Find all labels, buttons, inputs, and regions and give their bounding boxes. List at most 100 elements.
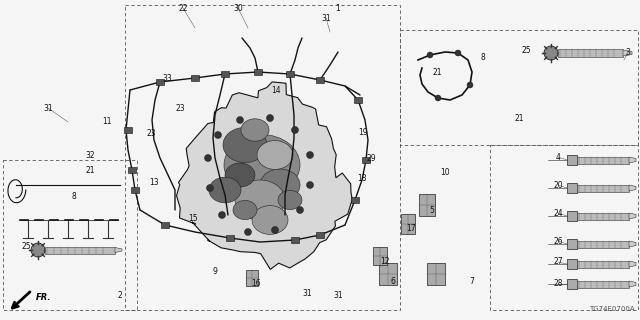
Ellipse shape bbox=[225, 163, 255, 187]
Bar bbox=[124, 127, 132, 133]
Circle shape bbox=[307, 181, 314, 188]
Circle shape bbox=[218, 212, 225, 219]
Text: 31: 31 bbox=[333, 291, 343, 300]
Bar bbox=[567, 211, 577, 221]
Circle shape bbox=[244, 228, 252, 236]
Polygon shape bbox=[629, 157, 636, 163]
Bar bbox=[577, 281, 629, 287]
Circle shape bbox=[237, 116, 243, 124]
Ellipse shape bbox=[223, 127, 267, 163]
Text: 23: 23 bbox=[146, 129, 156, 138]
Text: 23: 23 bbox=[175, 103, 185, 113]
Ellipse shape bbox=[257, 140, 293, 169]
Text: 9: 9 bbox=[212, 268, 218, 276]
Text: 4: 4 bbox=[556, 153, 561, 162]
Ellipse shape bbox=[235, 180, 285, 220]
Text: 7: 7 bbox=[470, 276, 474, 285]
Text: 3: 3 bbox=[625, 47, 630, 57]
Ellipse shape bbox=[224, 135, 300, 196]
Text: 10: 10 bbox=[440, 167, 450, 177]
Bar bbox=[567, 155, 577, 165]
Polygon shape bbox=[623, 50, 632, 56]
Text: 29: 29 bbox=[366, 154, 376, 163]
Text: TG74E0700A: TG74E0700A bbox=[589, 306, 635, 312]
Circle shape bbox=[296, 206, 303, 213]
Bar bbox=[226, 235, 234, 241]
Bar bbox=[316, 232, 324, 238]
Bar bbox=[254, 69, 262, 75]
Polygon shape bbox=[115, 247, 122, 252]
Bar bbox=[419, 194, 435, 216]
Text: 16: 16 bbox=[251, 278, 261, 287]
Bar bbox=[362, 157, 370, 163]
Text: 31: 31 bbox=[321, 13, 331, 22]
Text: 11: 11 bbox=[102, 116, 112, 125]
Ellipse shape bbox=[233, 200, 257, 220]
Text: 27: 27 bbox=[553, 258, 563, 267]
Text: 30: 30 bbox=[233, 4, 243, 12]
Text: 15: 15 bbox=[188, 213, 198, 222]
Circle shape bbox=[544, 46, 558, 60]
Text: 8: 8 bbox=[72, 191, 76, 201]
Bar bbox=[373, 247, 387, 265]
Bar bbox=[577, 260, 629, 268]
Polygon shape bbox=[629, 241, 636, 247]
Circle shape bbox=[455, 50, 461, 56]
Text: 14: 14 bbox=[271, 85, 281, 94]
Bar bbox=[577, 241, 629, 247]
Text: 21: 21 bbox=[85, 165, 95, 174]
Circle shape bbox=[307, 151, 314, 158]
Bar bbox=[221, 71, 229, 77]
Text: 22: 22 bbox=[179, 4, 188, 12]
Text: 25: 25 bbox=[521, 45, 531, 54]
Ellipse shape bbox=[241, 119, 269, 141]
Circle shape bbox=[271, 227, 278, 234]
Circle shape bbox=[31, 243, 45, 257]
Bar bbox=[567, 279, 577, 289]
Circle shape bbox=[266, 115, 273, 122]
Bar bbox=[354, 97, 362, 103]
Bar bbox=[291, 237, 299, 243]
Text: 2: 2 bbox=[118, 291, 122, 300]
Bar bbox=[156, 79, 164, 85]
Bar bbox=[286, 71, 294, 77]
Ellipse shape bbox=[209, 177, 241, 203]
Text: 20: 20 bbox=[553, 180, 563, 189]
Circle shape bbox=[207, 185, 214, 191]
Bar bbox=[379, 263, 397, 285]
Bar bbox=[191, 75, 199, 81]
Text: 32: 32 bbox=[85, 150, 95, 159]
Polygon shape bbox=[629, 261, 636, 267]
Bar bbox=[316, 77, 324, 83]
Bar bbox=[246, 270, 258, 286]
Text: 5: 5 bbox=[429, 205, 435, 214]
Bar bbox=[567, 239, 577, 249]
Text: FR.: FR. bbox=[36, 293, 51, 302]
Bar bbox=[161, 222, 169, 228]
Ellipse shape bbox=[278, 190, 302, 210]
Bar bbox=[427, 263, 445, 285]
Text: 25: 25 bbox=[21, 242, 31, 251]
Circle shape bbox=[205, 155, 211, 162]
Bar bbox=[577, 156, 629, 164]
Text: 13: 13 bbox=[149, 178, 159, 187]
Circle shape bbox=[291, 126, 298, 133]
Circle shape bbox=[467, 82, 473, 88]
Bar bbox=[128, 167, 136, 173]
Text: 12: 12 bbox=[380, 258, 390, 267]
Circle shape bbox=[214, 132, 221, 139]
Ellipse shape bbox=[260, 169, 300, 201]
Text: 33: 33 bbox=[162, 74, 172, 83]
Text: 31: 31 bbox=[302, 289, 312, 298]
Text: 26: 26 bbox=[553, 236, 563, 245]
Bar bbox=[577, 212, 629, 220]
Text: 19: 19 bbox=[358, 127, 368, 137]
Circle shape bbox=[435, 95, 441, 101]
Text: 6: 6 bbox=[390, 276, 396, 285]
Text: 17: 17 bbox=[406, 223, 416, 233]
Ellipse shape bbox=[252, 206, 288, 235]
Text: 28: 28 bbox=[553, 279, 563, 289]
Polygon shape bbox=[629, 213, 636, 219]
Text: 1: 1 bbox=[335, 4, 340, 12]
Polygon shape bbox=[629, 281, 636, 287]
